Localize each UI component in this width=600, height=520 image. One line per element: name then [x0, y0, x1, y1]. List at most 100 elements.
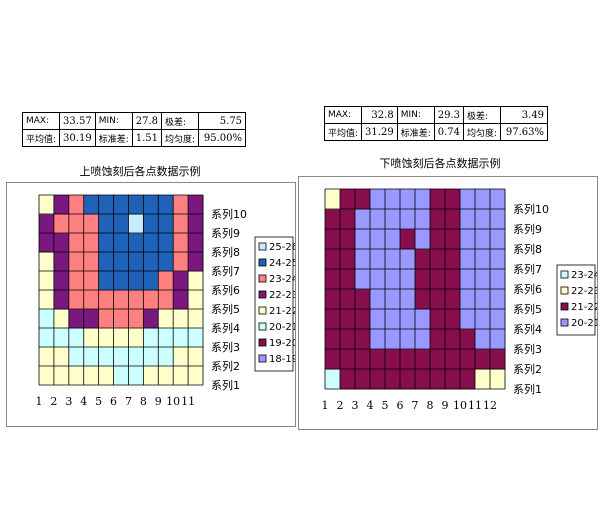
series-label: 系列5: [211, 302, 240, 316]
right-panel: MAX: 32.8 MIN: 29.3 极差: 3.49 平均值: 31.29 …: [298, 0, 600, 520]
x-tick-label: 9: [442, 399, 449, 412]
series-label: 系列7: [211, 264, 240, 278]
heatmap-cell: [400, 329, 416, 350]
stats-table-top-spray: MAX: 33.57 MIN: 27.8 极差: 5.75 平均值: 30.19…: [21, 112, 247, 147]
heatmap-cell: [325, 329, 341, 350]
heatmap-cell: [158, 271, 174, 291]
heatmap-cell: [340, 229, 356, 250]
stat-label: 均匀度:: [160, 129, 200, 147]
heatmap-cell: [128, 366, 144, 386]
heatmap-cell: [475, 309, 491, 330]
heatmap-cell: [370, 189, 386, 210]
heatmap-cell: [385, 189, 401, 210]
heatmap-cell: [83, 252, 100, 272]
heatmap-cell: [385, 269, 401, 290]
legend-label: 22-23: [571, 286, 597, 297]
chart-caption: 下喷蚀刻后各点数据示例: [379, 157, 501, 170]
heatmap-cell: [83, 328, 100, 348]
heatmap-cell: [68, 233, 85, 253]
heatmap-cell: [355, 269, 371, 290]
heatmap-cell: [460, 349, 476, 370]
heatmap-cell: [98, 271, 115, 291]
x-tick-label: 8: [427, 399, 434, 412]
heatmap-cell: [39, 347, 55, 367]
chart-frame: 1 2 3 4 5 6 7 8 9 10 11 系列1 系列2 系列3 系列4 系列5 系列6 系列7 系列8 系列9…: [6, 182, 296, 427]
heatmap-cell: [83, 233, 100, 253]
chart-frame: 1 2 3 4 5 6 7 8 9 10 11 12 系列1 系列2 系列3 系列4 系列5 系列6 系列7 系列8 系…: [298, 176, 598, 430]
heatmap-cell: [490, 329, 506, 350]
heatmap-cell: [53, 347, 70, 367]
heatmap-cell: [158, 233, 174, 253]
series-label: 系列10: [211, 207, 247, 221]
heatmap-cell: [325, 229, 341, 250]
heatmap-cell: [173, 233, 189, 253]
x-tick-label: 1: [322, 399, 329, 412]
heatmap-cell: [430, 189, 446, 210]
heatmap-cell: [53, 233, 70, 253]
heatmap-cell: [460, 229, 476, 250]
x-tick-label: 4: [80, 395, 87, 408]
heatmap-cell: [460, 189, 476, 210]
heatmap-cell: [445, 369, 461, 390]
heatmap-cell: [68, 309, 85, 329]
legend-label: 21-22: [571, 302, 597, 313]
heatmap-cell: [128, 347, 144, 367]
heatmap-cell: [173, 347, 189, 367]
heatmap-cell: [415, 349, 431, 370]
stat-label: 平均值:: [323, 123, 363, 141]
series-label: 系列3: [513, 342, 542, 356]
heatmap-cell: [445, 209, 461, 230]
heatmap-cell: [113, 271, 129, 291]
heatmap-cell: [143, 347, 159, 367]
x-tick-label: 4: [367, 399, 374, 412]
stat-value: 97.63%: [500, 123, 549, 141]
heatmap-cell: [340, 189, 356, 210]
heatmap-cell: [113, 347, 129, 367]
heatmap-cell: [415, 209, 431, 230]
heatmap-cell: [340, 249, 356, 270]
heatmap-cell: [490, 189, 506, 210]
legend-swatch: [560, 286, 569, 295]
heatmap-cell: [188, 309, 204, 329]
heatmap-cell: [53, 328, 70, 348]
heatmap-cell: [385, 209, 401, 230]
series-label: 系列8: [513, 242, 542, 256]
stat-label: 标准差:: [396, 123, 435, 141]
heatmap-cell: [39, 271, 55, 291]
heatmap-cell: [68, 271, 85, 291]
heatmap-cell: [430, 269, 446, 290]
stat-label: 标准差:: [94, 129, 133, 147]
legend-label: 18-19: [269, 354, 295, 365]
legend-swatch: [258, 306, 267, 315]
heatmap-cell: [113, 195, 129, 215]
heatmap-cell: [490, 349, 506, 370]
heatmap-cell: [188, 347, 204, 367]
heatmap-cell: [53, 290, 70, 310]
heatmap-cell: [128, 214, 144, 234]
heatmap-cell: [430, 349, 446, 370]
heatmap-cell: [460, 289, 476, 310]
legend-swatch: [258, 354, 267, 363]
heatmap-cell: [83, 347, 100, 367]
heatmap-cell: [445, 229, 461, 250]
heatmap-cell: [98, 347, 115, 367]
legend-label: 20-21: [571, 318, 597, 329]
chart-caption: 上喷蚀刻后各点数据示例: [79, 165, 201, 178]
x-tick-label: 7: [125, 395, 132, 408]
heatmap-cell: [188, 290, 204, 310]
heatmap-cell: [340, 309, 356, 330]
series-label: 系列3: [211, 340, 240, 354]
legend-swatch: [560, 270, 569, 279]
x-tick-label: 11: [468, 399, 482, 412]
heatmap-cell: [400, 309, 416, 330]
x-tick-label: 12: [483, 399, 497, 412]
heatmap-cell: [355, 229, 371, 250]
heatmap-cell: [173, 252, 189, 272]
stat-value: 30.19: [59, 129, 96, 147]
heatmap-cell: [39, 309, 55, 329]
heatmap-cell: [475, 369, 491, 390]
series-label: 系列2: [513, 362, 542, 376]
heatmap-cell: [113, 366, 129, 386]
heatmap-cell: [430, 209, 446, 230]
heatmap-cell: [188, 366, 204, 386]
